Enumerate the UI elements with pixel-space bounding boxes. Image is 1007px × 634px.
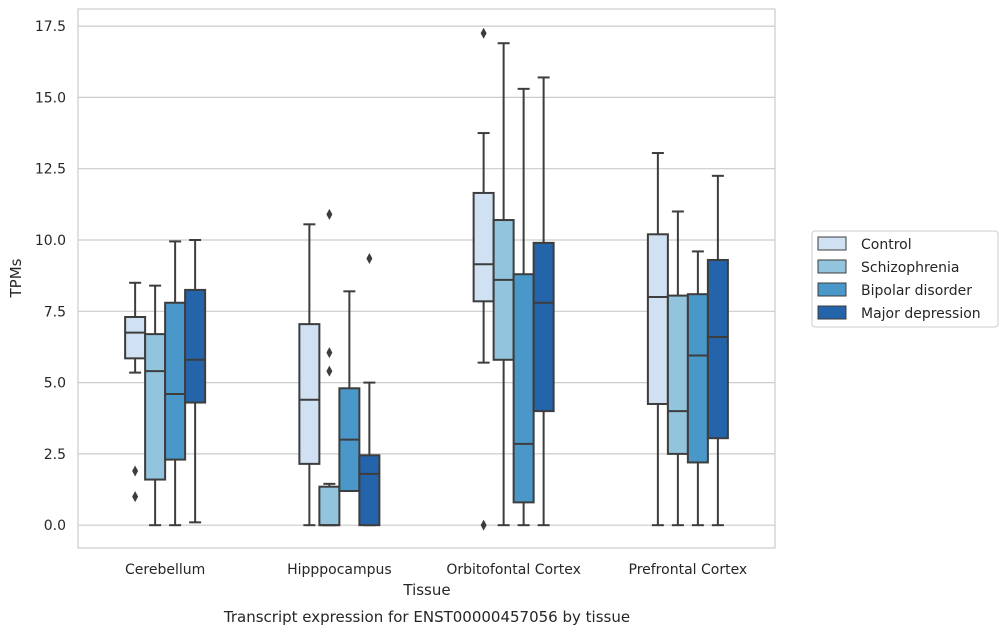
box-iqr xyxy=(646,233,669,405)
outlier-point xyxy=(480,519,487,531)
y-tick-label: 15.0 xyxy=(35,90,66,106)
box-2-3 xyxy=(532,76,555,527)
y-tick-label: 7.5 xyxy=(44,304,66,320)
outlier-point xyxy=(326,365,333,377)
box-2-1 xyxy=(492,42,515,527)
box-iqr xyxy=(298,323,321,465)
box-iqr xyxy=(144,333,167,481)
y-axis-ticks: 0.0 2.5 5.0 7.5 10.0 12.5 15.0 17.5 xyxy=(35,19,66,534)
legend-swatch xyxy=(817,259,847,274)
box-1-3 xyxy=(358,253,381,527)
x-tick-label: Cerebellum xyxy=(125,562,205,578)
box-iqr xyxy=(472,191,495,303)
y-tick-label: 10.0 xyxy=(35,233,66,249)
box-3-2 xyxy=(686,250,709,527)
box-1-0 xyxy=(298,223,321,527)
box-iqr xyxy=(532,241,555,413)
outlier-point xyxy=(132,491,139,503)
box-0-1 xyxy=(144,284,167,527)
legend-frame xyxy=(811,230,999,328)
legend-swatch xyxy=(817,282,847,297)
box-2-2 xyxy=(512,87,535,527)
y-tick-label: 0.0 xyxy=(44,518,66,534)
box-iqr xyxy=(318,485,341,527)
x-tick-label: Orbitofontal Cortex xyxy=(446,562,581,578)
box-plot-area xyxy=(124,27,729,531)
y-tick-label: 5.0 xyxy=(44,376,66,392)
box-3-1 xyxy=(666,210,689,527)
outlier-point xyxy=(326,347,333,359)
box-iqr xyxy=(666,294,689,455)
legend-label: Major depression xyxy=(861,306,981,322)
legend: Control Schizophrenia Bipolar disorder Majo… xyxy=(811,230,999,328)
outlier-point xyxy=(132,465,139,477)
box-iqr xyxy=(512,273,535,504)
plot-frame xyxy=(77,8,776,549)
box-iqr xyxy=(124,316,147,360)
box-3-3 xyxy=(706,174,729,527)
box-iqr xyxy=(492,219,515,361)
legend-label: Control xyxy=(861,237,912,253)
legend-label: Bipolar disorder xyxy=(861,283,972,299)
box-iqr xyxy=(184,288,207,404)
y-tick-label: 2.5 xyxy=(44,447,66,463)
legend-swatch xyxy=(817,305,847,320)
box-0-0 xyxy=(124,281,147,503)
box-3-0 xyxy=(646,152,669,527)
outlier-point xyxy=(366,253,373,265)
box-iqr xyxy=(164,301,187,461)
box-2-0 xyxy=(472,27,495,531)
box-1-1 xyxy=(318,208,341,527)
legend-swatch xyxy=(817,236,847,251)
chart-caption: Transcript expression for ENST0000045705… xyxy=(223,608,630,626)
x-axis-title: Tissue xyxy=(402,581,450,599)
outlier-point xyxy=(480,27,487,39)
y-tick-label: 17.5 xyxy=(35,19,66,35)
box-iqr xyxy=(358,454,381,527)
box-0-2 xyxy=(164,240,187,527)
x-tick-label: Prefrontal Cortex xyxy=(629,562,748,578)
legend-label: Schizophrenia xyxy=(861,260,959,276)
box-0-3 xyxy=(184,239,207,524)
y-tick-label: 12.5 xyxy=(35,162,66,178)
box-iqr xyxy=(686,293,709,464)
box-iqr xyxy=(706,258,729,440)
y-axis-title: TPMs xyxy=(7,258,25,298)
x-tick-label: Hipppocampus xyxy=(287,562,392,578)
outlier-point xyxy=(326,208,333,220)
box-1-2 xyxy=(338,290,361,492)
x-axis-ticks: Cerebellum Hipppocampus Orbitofontal Corte… xyxy=(125,562,747,578)
